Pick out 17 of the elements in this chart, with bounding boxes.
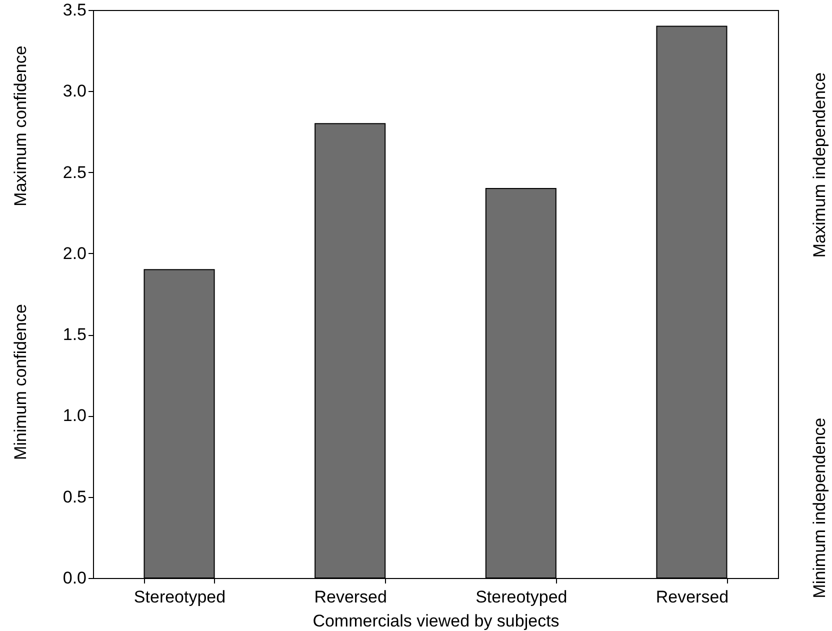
y-tick-label: 0.5 <box>62 487 86 506</box>
x-tick-label: Stereotyped <box>134 588 226 606</box>
text: Maximum independence <box>810 72 829 258</box>
y-tick-label: 1.5 <box>62 325 86 344</box>
x-tick-label: Stereotyped <box>476 588 568 606</box>
text: Minimum confidence <box>11 304 30 460</box>
y-tick-label: 0.0 <box>62 568 86 588</box>
y-tick-label: 3.5 <box>62 0 86 20</box>
y-tick-label: 2.0 <box>62 244 86 263</box>
x-axis-title: Commercials viewed by subjects <box>312 612 560 630</box>
text: Maximum confidence <box>11 46 30 206</box>
x-tick-label: Reversed <box>656 588 729 606</box>
x-tick-label: Reversed <box>314 588 387 606</box>
text: Minimum independence <box>810 418 829 598</box>
y-tick-label: 1.0 <box>62 406 86 426</box>
y-tick-label: 3.0 <box>62 82 86 101</box>
y-tick-label: 2.5 <box>62 162 86 182</box>
